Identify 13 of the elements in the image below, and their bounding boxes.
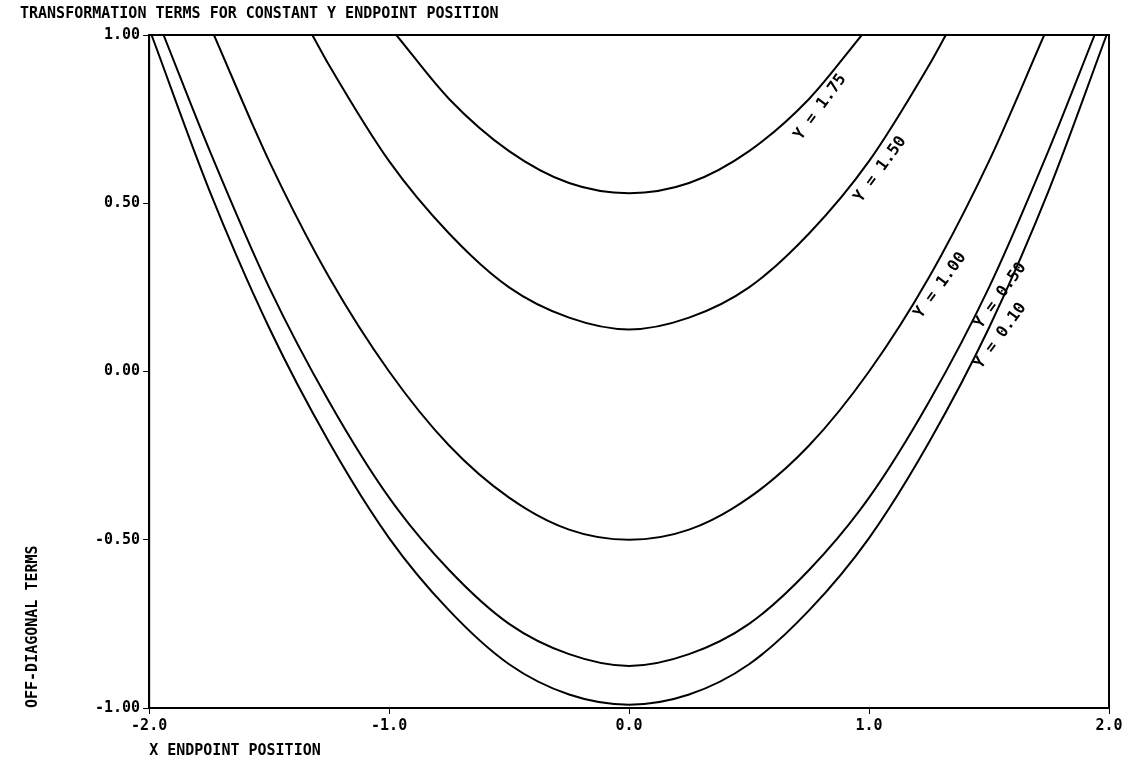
x-tick-label: 2.0 [1095,715,1123,734]
x-tick-label: 1.0 [855,715,883,734]
y-axis-title: OFF-DIAGONAL TERMS [22,545,41,708]
y-tick-label: -1.00 [95,697,141,716]
y-tick-label: 0.00 [104,361,141,380]
y-tick-label: 0.50 [104,193,141,212]
y-tick-label: 1.00 [104,24,141,43]
x-axis-title: X ENDPOINT POSITION [149,740,321,759]
y-tick-label: -0.50 [95,529,141,548]
x-tick-label: -1.0 [371,715,408,734]
x-tick-label: 0.0 [615,715,643,734]
x-tick-label: -2.0 [131,715,168,734]
chart-title: TRANSFORMATION TERMS FOR CONSTANT Y ENDPOINT POSITION [20,3,499,22]
